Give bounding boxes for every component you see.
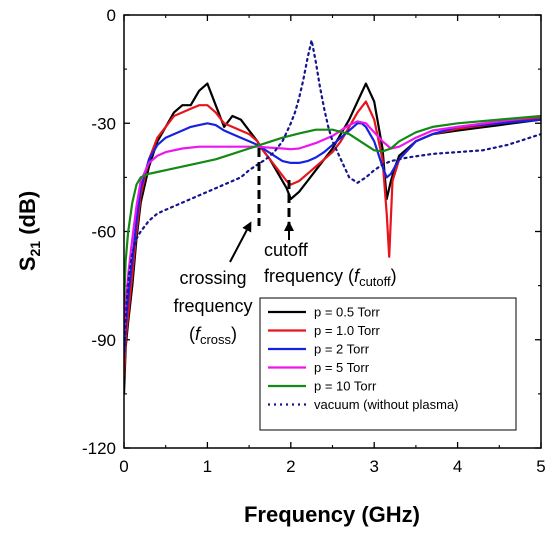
series-lines	[124, 39, 541, 395]
x-tick-label: 5	[536, 457, 545, 476]
x-tick-label: 2	[286, 457, 295, 476]
cutoff-label-line2: frequency (fcutoff)	[264, 266, 397, 289]
series-line-3	[124, 118, 541, 359]
y-tick-label: -90	[91, 331, 116, 350]
legend-label-3: p = 2 Torr	[314, 342, 370, 357]
x-tick-label: 3	[369, 457, 378, 476]
series-line-1	[124, 82, 541, 395]
legend-label-1: p = 0.5 Torr	[314, 305, 381, 320]
y-tick-label: -60	[91, 223, 116, 242]
crossing-label-line2: frequency	[173, 296, 252, 316]
x-axis-title: Frequency (GHz)	[244, 502, 420, 527]
legend-box	[259, 297, 517, 431]
crossing-frequency-annotation: crossing frequency (fcross)	[173, 148, 261, 347]
y-tick-label: 0	[107, 6, 116, 25]
crossing-label-line1: crossing	[179, 268, 246, 288]
y-tick-label: -120	[82, 439, 116, 458]
legend: p = 0.5 Torr p = 1.0 Torr p = 2 Torr p = 5 …	[259, 297, 517, 431]
legend-label-5: p = 10 Torr	[314, 379, 377, 394]
series-line-5	[124, 114, 541, 305]
axis-tick-labels: 0 1 2 3 4 5 -120 -90 -60 -30 0	[82, 6, 546, 476]
legend-label-4: p = 5 Torr	[314, 360, 370, 375]
y-axis-title: S21 (dB)	[15, 191, 43, 271]
crossing-label-line3: (fcross)	[189, 324, 237, 347]
x-tick-label: 4	[453, 457, 462, 476]
series-line-4	[124, 114, 541, 341]
cutoff-label-line1: cutoff	[264, 240, 309, 260]
y-tick-label: -30	[91, 114, 116, 133]
series-line-2	[124, 100, 541, 377]
series-line-6	[124, 39, 541, 359]
x-tick-label: 1	[203, 457, 212, 476]
plot-frame	[123, 14, 542, 449]
legend-label-2: p = 1.0 Torr	[314, 323, 381, 338]
crossing-arrow	[229, 221, 252, 263]
cutoff-frequency-annotation: cutoff frequency (fcutoff)	[264, 180, 397, 289]
legend-label-6: vacuum (without plasma)	[314, 397, 459, 412]
x-tick-label: 0	[119, 457, 128, 476]
